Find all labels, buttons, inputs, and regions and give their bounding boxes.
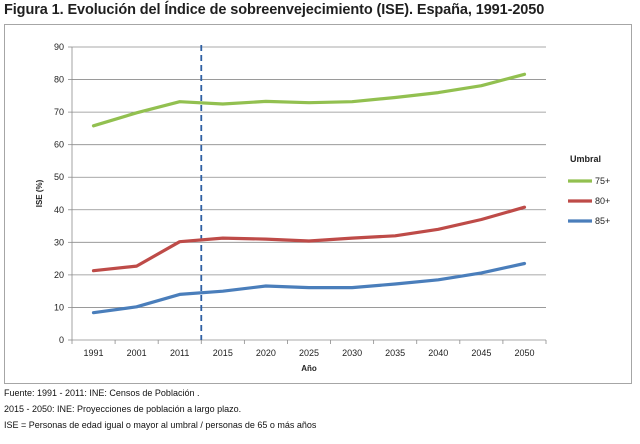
series-line-85+ <box>91 261 527 315</box>
figure-title: Figura 1. Evolución del Índice de sobree… <box>4 2 545 18</box>
x-tick-label-2001: 2001 <box>127 348 147 358</box>
axes <box>68 46 547 344</box>
y-tick-label-50: 50 <box>54 172 64 182</box>
x-tick-label-2035: 2035 <box>385 348 405 358</box>
series-lines <box>91 72 527 315</box>
series-line-75+ <box>91 72 527 128</box>
legend: Umbral 75+ 80+ 85+ <box>568 154 610 226</box>
footnote-definition: ISE = Personas de edad igual o mayor al … <box>4 420 317 430</box>
y-tick-label-70: 70 <box>54 107 64 117</box>
y-tick-label-40: 40 <box>54 205 64 215</box>
y-tick-label-20: 20 <box>54 270 64 280</box>
y-tick-label-30: 30 <box>54 237 64 247</box>
legend-label-85+: 85+ <box>595 216 610 226</box>
y-tick-label-0: 0 <box>59 335 64 345</box>
legend-title: Umbral <box>570 154 601 164</box>
x-tick-label-2040: 2040 <box>428 348 448 358</box>
series-line-80+ <box>91 205 527 273</box>
y-axis-title: ISE (%) <box>35 179 44 207</box>
y-tick-label-10: 10 <box>54 302 64 312</box>
y-tick-label-90: 90 <box>54 42 64 52</box>
x-tick-label-2020: 2020 <box>256 348 276 358</box>
footnote-source: Fuente: 1991 - 2011: INE: Censos de Pobl… <box>4 388 200 398</box>
chart-frame <box>4 24 632 384</box>
legend-label-75+: 75+ <box>595 176 610 186</box>
y-tick-label-60: 60 <box>54 140 64 150</box>
x-tick-label-2050: 2050 <box>514 348 534 358</box>
x-tick-label-2011: 2011 <box>170 348 189 358</box>
x-tick-label-2015: 2015 <box>213 348 233 358</box>
x-tick-label-2045: 2045 <box>471 348 491 358</box>
x-tick-label-2025: 2025 <box>299 348 319 358</box>
x-tick-label-2030: 2030 <box>342 348 362 358</box>
x-tick-label-1991: 1991 <box>84 348 104 358</box>
x-axis-title: Año <box>301 364 317 373</box>
y-tick-label-80: 80 <box>54 75 64 85</box>
footnote-projection: 2015 - 2050: INE: Proyecciones de poblac… <box>4 404 242 414</box>
legend-label-80+: 80+ <box>595 196 610 206</box>
